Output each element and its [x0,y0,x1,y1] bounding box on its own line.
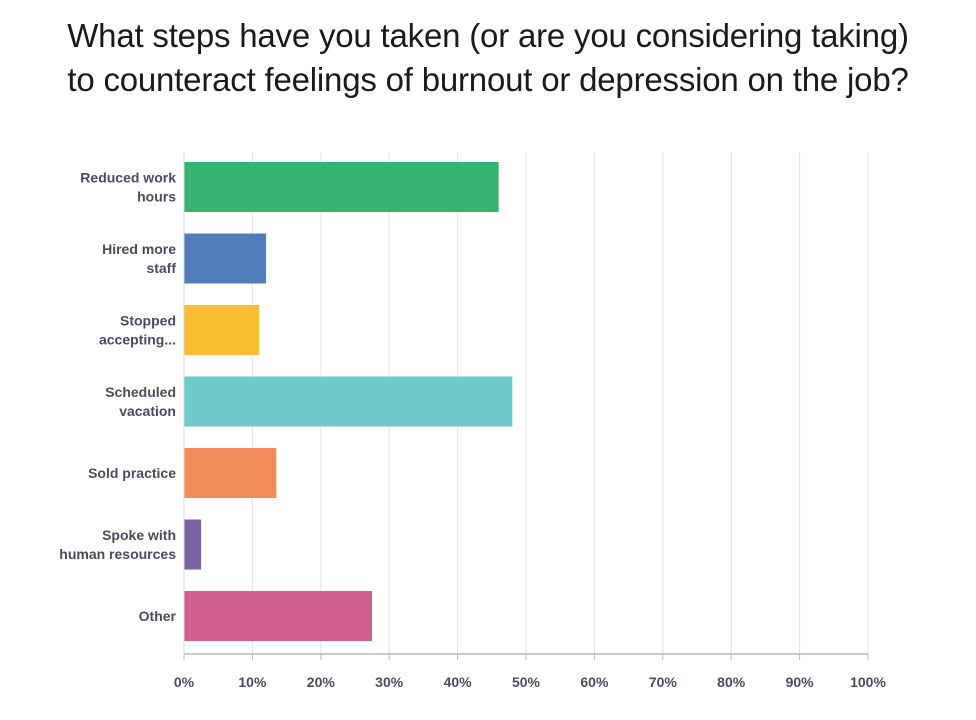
x-tick-label: 100% [850,674,886,690]
x-tick-label: 40% [444,674,473,690]
chart-title: What steps have you taken (or are you co… [0,14,976,102]
category-label-line: hours [137,189,176,205]
category-label: Spoke with human resources [59,527,176,562]
bar [184,591,373,641]
x-axis [183,152,869,660]
x-tick-label: 30% [375,674,404,690]
bar [184,519,202,570]
category-label-line: Scheduled [105,384,176,400]
category-label-line: Stopped [120,313,176,329]
x-tick-label: 10% [238,674,267,690]
x-tick-label: 50% [512,674,541,690]
category-label-line: accepting... [99,332,176,348]
gridlines [183,152,869,654]
bar [184,376,513,427]
category-label-line: vacation [119,403,176,419]
x-tick-label: 20% [307,674,336,690]
category-label: Sold practice [88,465,176,481]
x-tick-label: 0% [174,674,195,690]
category-label-line: human resources [59,546,176,562]
category-labels: Reduced work hours Hired more staff Stopped a… [59,170,176,625]
x-tick-label: 70% [649,674,678,690]
bars [184,162,513,641]
x-tick-label: 60% [580,674,609,690]
category-label-line: Sold practice [88,465,176,481]
x-tick-label: 90% [786,674,815,690]
category-label-line: Reduced work [80,170,176,186]
bar [184,162,499,212]
category-label-line: Hired more [102,241,176,257]
bar [184,305,260,355]
chart-title-line-2: to counteract feelings of burnout or dep… [67,61,909,98]
category-label: Reduced work hours [80,170,176,205]
category-label: Other [139,608,177,624]
x-tick-label: 80% [717,674,746,690]
bar [184,448,277,498]
category-label-line: Spoke with [102,527,176,543]
category-label-line: Other [139,608,177,624]
chart-title-line-1: What steps have you taken (or are you co… [67,17,909,54]
category-label: Hired more staff [102,241,176,276]
category-label: Stopped accepting... [99,313,176,348]
bar [184,233,267,284]
category-label-line: staff [146,260,176,276]
category-label: Scheduled vacation [105,384,176,419]
x-tick-labels: 0% 10% 20% 30% 40% 50% 60% 70% 80% 90% 100% [174,674,887,690]
